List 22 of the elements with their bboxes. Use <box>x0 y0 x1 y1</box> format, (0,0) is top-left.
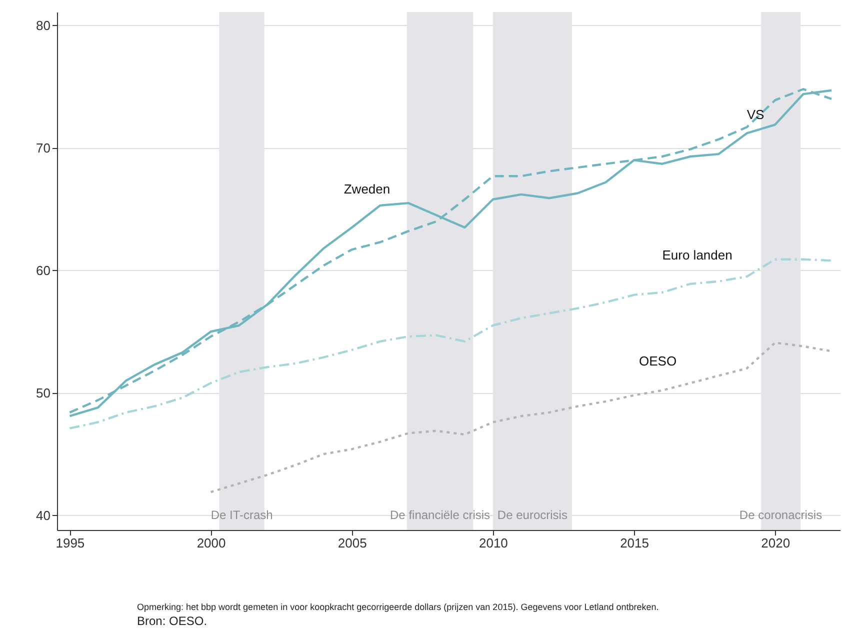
band-label: De IT-crash <box>210 508 273 522</box>
series-label: VS <box>746 107 765 122</box>
y-tick-label: 80 <box>36 18 50 33</box>
band-label: De eurocrisis <box>497 508 568 522</box>
y-tick-label: 60 <box>36 262 50 278</box>
x-tick-label: 2005 <box>338 536 367 550</box>
x-tick-label: 1995 <box>56 536 85 550</box>
text: Bron: OESO. <box>137 614 208 628</box>
x-tick-label: 2020 <box>761 536 790 550</box>
y-tick-label: 40 <box>36 508 50 523</box>
x-tick-label: 2000 <box>196 536 226 550</box>
line-series <box>68 258 833 430</box>
band-label: De coronacrisis <box>739 508 822 522</box>
y-tick-label: 50 <box>36 385 50 400</box>
band-label: De financiële crisis <box>390 508 490 522</box>
series-label: OESO <box>639 353 677 368</box>
x-tick-label: 2010 <box>478 536 508 550</box>
y-tick-label: 70 <box>36 140 50 156</box>
series-label: Euro landen <box>662 247 732 262</box>
series-label: Zweden <box>344 182 390 197</box>
x-tick-label: 2015 <box>620 536 649 550</box>
text: Opmerking: het bbp wordt gemeten in voor koopkracht gecorrigeerde dollars (prijzen van 2015). Gegevens voor Letland ontbreken. <box>137 601 659 614</box>
